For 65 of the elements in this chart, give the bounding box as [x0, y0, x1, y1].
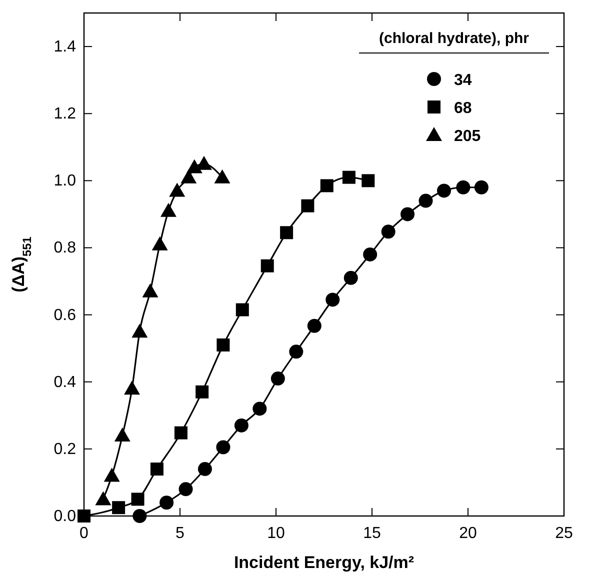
- point: [270, 372, 285, 386]
- x-tick-label: 25: [555, 525, 573, 542]
- point: [344, 270, 358, 285]
- point: [289, 344, 304, 359]
- y-tick-label: 1.0: [54, 172, 76, 190]
- y-tick-label: 0.8: [54, 240, 76, 257]
- x-tick-label: 20: [459, 525, 477, 542]
- point: [78, 510, 90, 522]
- point: [132, 509, 147, 523]
- x-tick-label: 10: [267, 525, 285, 542]
- point: [104, 468, 120, 482]
- point: [307, 318, 322, 333]
- y-tick-label: 0.2: [54, 440, 76, 458]
- point: [180, 169, 197, 184]
- point: [196, 156, 212, 170]
- point: [198, 462, 212, 476]
- point: [131, 492, 144, 506]
- point: [186, 159, 202, 174]
- legend-label: 205: [454, 128, 481, 145]
- y-tick-label: 0.0: [54, 508, 76, 525]
- y-tick-label: 0.6: [54, 306, 76, 324]
- point: [400, 207, 415, 222]
- point: [160, 496, 174, 510]
- point: [214, 169, 230, 184]
- point: [236, 303, 249, 316]
- point: [342, 170, 356, 184]
- point: [95, 491, 112, 506]
- point: [280, 226, 294, 240]
- point: [260, 259, 274, 272]
- point: [252, 402, 267, 416]
- y-tick-label: 1.2: [54, 106, 76, 123]
- point: [150, 462, 164, 476]
- legend-title: (chloral hydrate), phr: [378, 30, 530, 47]
- point: [178, 482, 193, 496]
- x-tick-label: 15: [363, 525, 381, 542]
- point: [174, 426, 188, 440]
- point: [152, 236, 168, 250]
- point: [114, 428, 130, 442]
- point: [234, 418, 248, 432]
- point: [216, 338, 230, 352]
- point: [474, 180, 488, 194]
- y-tick-label: 1.4: [54, 38, 76, 56]
- point: [456, 180, 470, 194]
- point: [142, 283, 158, 298]
- point: [381, 224, 396, 239]
- legend-label: 34: [454, 72, 472, 89]
- point: [362, 174, 375, 188]
- point: [437, 184, 451, 198]
- point: [124, 380, 140, 395]
- point: [326, 292, 340, 307]
- point: [169, 182, 186, 197]
- point: [301, 199, 314, 212]
- point: [418, 194, 433, 208]
- point: [112, 501, 126, 514]
- point: [320, 179, 334, 192]
- point: [363, 247, 378, 262]
- x-axis-title: Incident Energy, kJ/m²: [234, 553, 414, 572]
- x-tick-label: 5: [176, 525, 185, 542]
- x-tick-label: 0: [80, 525, 89, 542]
- point: [216, 440, 230, 454]
- point: [196, 385, 209, 398]
- y-tick-label: 0.4: [54, 374, 76, 391]
- point: [132, 324, 148, 338]
- point: [160, 202, 176, 217]
- legend-label: 68: [454, 100, 472, 117]
